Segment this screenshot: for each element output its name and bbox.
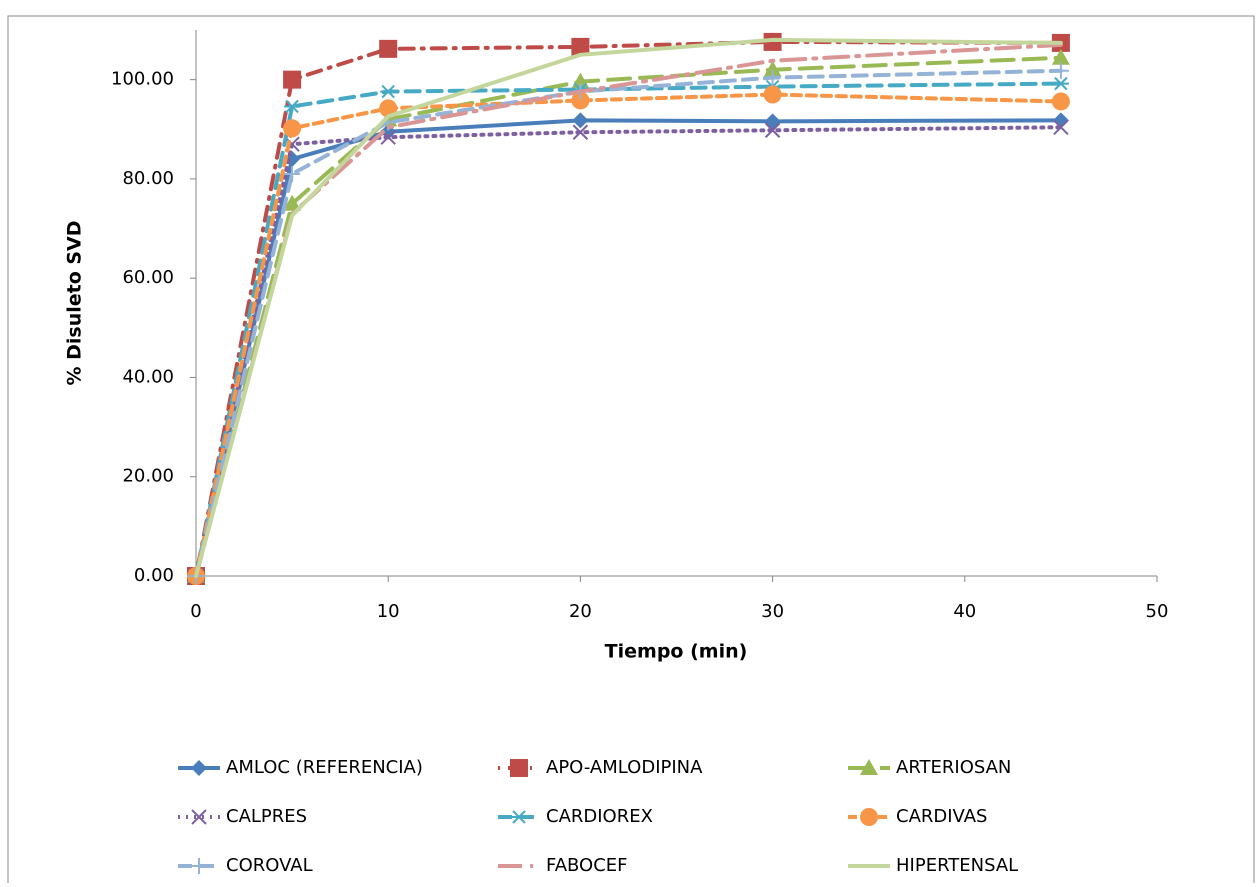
series-line [194,125,1063,578]
y-tick-label: 20.00 [122,466,174,487]
series-line [194,55,1063,578]
legend-label: AMLOC (REFERENCIA) [226,757,423,778]
chart-frame [7,15,1255,887]
legend-label: CARDIOREX [546,806,653,827]
y-tick-label: 40.00 [122,366,174,387]
marker [380,84,397,99]
marker [764,69,781,86]
marker [1052,76,1069,91]
y-tick-label: 0.00 [134,565,174,586]
marker [860,759,878,775]
marker [283,194,302,211]
marker [763,85,782,104]
marker [379,39,398,58]
x-tick-label: 0 [190,601,201,622]
x-tick-label: 10 [377,601,400,622]
x-axis-title: Tiempo (min) [605,641,748,663]
x-tick-label: 50 [1146,601,1169,622]
series-line [194,37,1063,578]
legend-label: APO-AMLODIPINA [546,757,703,778]
y-tick-label: 100.00 [111,69,174,90]
legend-label: ARTERIOSAN [896,757,1011,778]
y-tick-label: 80.00 [122,168,174,189]
series-line [194,92,1063,578]
marker [1051,92,1070,111]
series-line [194,81,1063,578]
marker [860,808,878,826]
marker [572,112,589,129]
marker [571,37,590,56]
legend-label: FABOCEF [546,855,628,876]
x-tick-label: 20 [569,601,592,622]
legend-label: CARDIVAS [896,806,987,827]
series-line [194,118,1063,578]
marker [283,70,302,89]
marker [284,165,301,182]
x-tick-label: 40 [953,601,976,622]
marker [283,119,302,138]
marker [571,91,590,110]
series-line [194,42,1063,578]
marker [191,760,207,776]
x-tick-label: 30 [761,601,784,622]
legend-label: CALPRES [226,806,307,827]
legend-label: HIPERTENSAL [896,855,1018,876]
y-axis-title: % Disuleto SVD [64,220,86,385]
marker [510,759,528,777]
marker [763,60,782,77]
marker [1051,48,1070,65]
marker [764,113,781,130]
series-line [194,68,1063,578]
marker [1053,119,1069,135]
marker [1052,62,1069,79]
marker [511,810,527,824]
marker [572,124,589,140]
marker [284,99,301,114]
marker [764,122,781,138]
y-tick-label: 60.00 [122,267,174,288]
marker [191,858,207,874]
legend-label: COROVAL [226,855,313,876]
marker [191,809,207,825]
